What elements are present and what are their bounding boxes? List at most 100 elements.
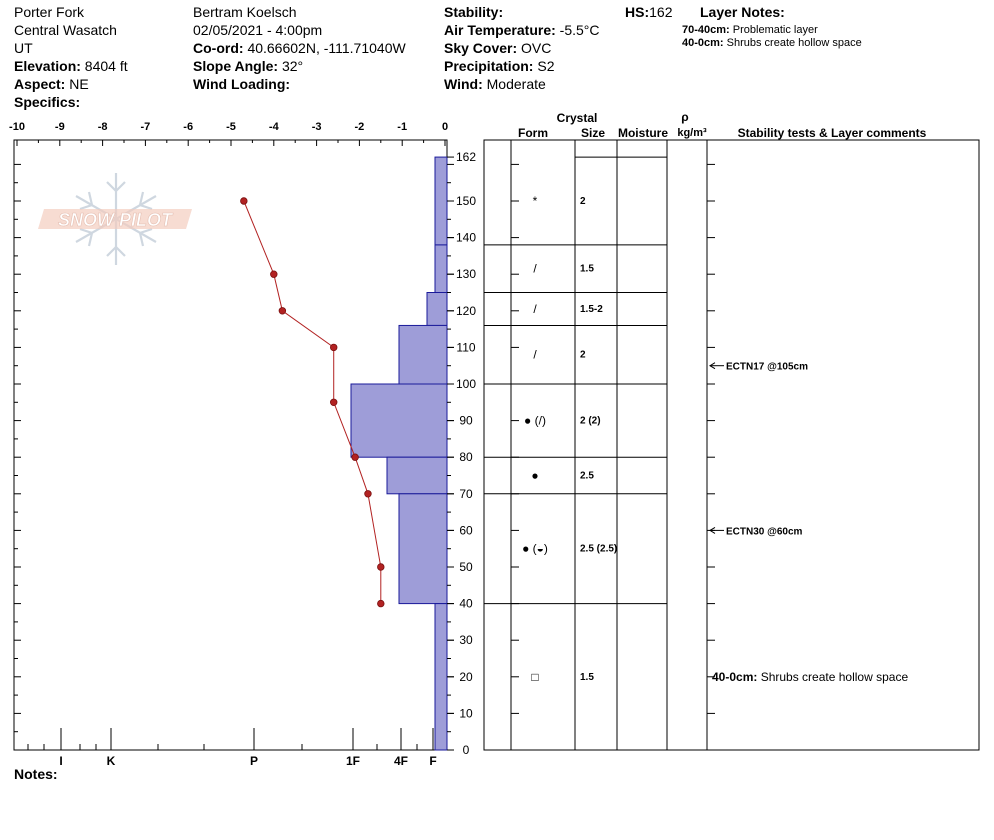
temperature-profile [240,197,385,608]
sky-label: Sky Cover: [444,40,518,56]
elevation-label: Elevation: [14,58,81,74]
hardness-bar [386,456,448,495]
hardness-axis: I K P 1F 4F F [27,728,437,768]
temp-tick-label: -10 [9,121,25,133]
density-unit-header: kg/m³ [677,127,707,139]
crystal-size: 2 [580,350,586,361]
crystal-size: 1.5 [580,672,594,683]
depth-tick-label: 70 [459,487,473,501]
wind-label: Wind: [444,76,483,92]
wind-loading: Wind Loading: [193,75,290,93]
coordinates: Co-ord: 40.66602N, -111.71040W [193,39,406,57]
temperature-point [364,490,372,498]
stability-arrowhead [709,526,716,534]
stability-arrowhead [709,362,716,370]
layer-notes-title: Layer Notes: [700,4,785,20]
layer-note-text: Shrubs create hollow space [726,37,862,49]
moisture-header: Moisture [618,126,668,140]
form-header: Form [518,126,548,140]
layer-note: 40-0cm: Shrubs create hollow space [682,37,862,50]
temp-tick-label: -3 [312,121,322,133]
stability-tests: ECTN17 @105cm ECTN30 @60cm 40-0cm: Shrubs … [709,362,909,684]
temp-tick-label: -5 [226,121,236,133]
crystal-size: 2 [580,196,586,207]
layer-comment-text: Shrubs create hollow space [761,670,909,684]
wind: Wind: Moderate [444,75,546,93]
crystal-size: 1.5 [580,264,594,275]
depth-tick-label: 50 [459,560,473,574]
location: Porter Fork [14,4,85,20]
sky-value: OVC [521,40,552,56]
temperature-point [377,563,385,571]
size-header: Size [581,126,605,140]
depth-tick-label: 60 [459,523,473,537]
sky-cover: Sky Cover: OVC [444,39,551,57]
air-temp-label: Air Temperature: [444,22,556,38]
crystal-form: □ [531,670,538,684]
hardness-bar [398,324,448,385]
depth-tick-label: 130 [456,267,476,281]
layer-note-text: Problematic layer [732,24,818,36]
slope-angle: Slope Angle: 32° [193,57,303,75]
precip-value: S2 [537,58,555,74]
hardness-bars [350,156,448,751]
hardness-label: K [107,754,116,768]
elevation-value: 8404 ft [84,58,128,74]
stability-test-label: ECTN17 @105cm [726,362,808,373]
temp-tick-label: -4 [269,121,280,133]
temperature-axis: -10 -9 -8 -7 -6 -5 -4 -3 -2 -1 0 [9,121,448,146]
stability-test-label: ECTN30 @60cm [726,526,803,537]
wind-loading-label: Wind Loading: [193,76,291,92]
crystal-form: / [533,262,537,276]
range: Central Wasatch [14,22,117,38]
crystal-header: Crystal [557,111,598,125]
snow-height: HS:162 [625,3,672,21]
temperature-point [240,197,248,205]
depth-tick-label: 90 [459,414,473,428]
crystal-size: 2.5 (2.5) [580,544,617,555]
crystal-size: 2 (2) [580,416,601,427]
depth-axis: 0 10 20 30 40 50 60 70 80 90 100 110 120 130 140 150 162 [14,150,476,757]
stability-header: Stability tests & Layer comments [738,126,927,140]
hardness-label: F [429,754,436,768]
depth-tick-label: 40 [459,597,473,611]
specifics-label: Specifics: [14,94,81,110]
hardness-label: I [59,754,62,768]
hardness-bar [434,603,448,751]
logo-text: SNOW PILOT [58,210,174,230]
crystal-form: ● (/) [524,414,546,428]
crystal-size: 1.5-2 [580,304,603,315]
layer-table-ticks [511,163,715,714]
layer-note: 70-40cm: Problematic layer [682,24,818,37]
crystal-form: / [533,302,537,316]
aspect-value: NE [69,76,89,92]
depth-tick-label: 150 [456,194,476,208]
depth-tick-label: 0 [463,743,470,757]
crystal-form: / [533,348,537,362]
depth-tick-label: 100 [456,377,476,391]
hs-label: HS: [625,4,650,20]
precip-label: Precipitation: [444,58,534,74]
hardness-bar [350,383,448,458]
crystal-form: ● [531,469,538,483]
hardness-bar [398,493,448,605]
coord-label: Co-ord: [193,40,244,56]
temperature-point [270,270,278,278]
depth-tick-label: 10 [459,706,473,720]
crystal-size: 2.5 [580,471,594,482]
temp-tick-label: -7 [141,121,151,133]
depth-tick-label: 120 [456,304,476,318]
hardness-bar [426,292,448,326]
coord-value: 40.66602N, -111.71040W [247,40,406,56]
temp-tick-label: -1 [397,121,407,133]
snowpilot-logo: SNOW PILOT [38,173,192,265]
temp-tick-label: -8 [98,121,108,133]
hardness-label: P [250,754,258,768]
temp-tick-label: -9 [55,121,65,133]
temperature-point [377,599,385,608]
crystal-form: * [533,194,538,208]
temp-tick-label: -6 [183,121,193,133]
notes-label: Notes: [14,766,58,782]
wind-value: Moderate [486,76,546,92]
hardness-label: 1F [346,754,360,768]
